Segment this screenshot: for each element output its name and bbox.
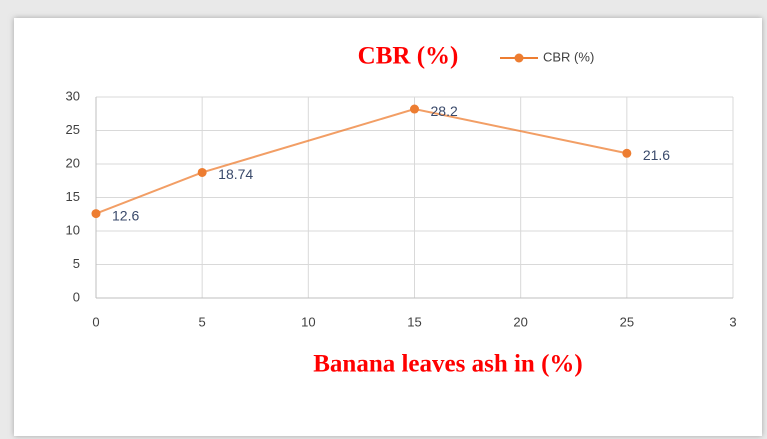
data-label: 21.6 (643, 147, 670, 163)
x-tick-label: 3 (729, 314, 736, 329)
chart-title: CBR (%) (358, 43, 459, 70)
y-tick-label: 5 (73, 256, 80, 271)
data-line (95, 108, 628, 215)
data-label: 28.2 (431, 103, 458, 119)
x-tick-label: 0 (92, 314, 99, 329)
chart-frame (14, 18, 762, 436)
legend-label: CBR (%) (543, 49, 594, 64)
data-point (197, 167, 207, 177)
data-point (91, 209, 101, 219)
x-tick-label: 25 (620, 314, 634, 329)
y-tick-label: 30 (66, 88, 80, 103)
y-tick-label: 0 (73, 289, 80, 304)
x-tick-label: 5 (199, 314, 206, 329)
x-tick-label: 10 (301, 314, 315, 329)
y-tick-label: 15 (66, 189, 80, 204)
x-axis-label: Banana leaves ash in (%) (313, 351, 582, 378)
y-tick-label: 20 (66, 155, 80, 170)
data-point (622, 148, 632, 158)
x-tick-label: 20 (513, 314, 527, 329)
data-label: 18.74 (218, 166, 253, 182)
y-tick-label: 10 (66, 222, 80, 237)
legend-marker (514, 53, 524, 63)
y-tick-label: 25 (66, 122, 80, 137)
x-tick-label: 15 (407, 314, 421, 329)
data-point (410, 104, 419, 114)
data-label: 12.6 (112, 207, 139, 223)
